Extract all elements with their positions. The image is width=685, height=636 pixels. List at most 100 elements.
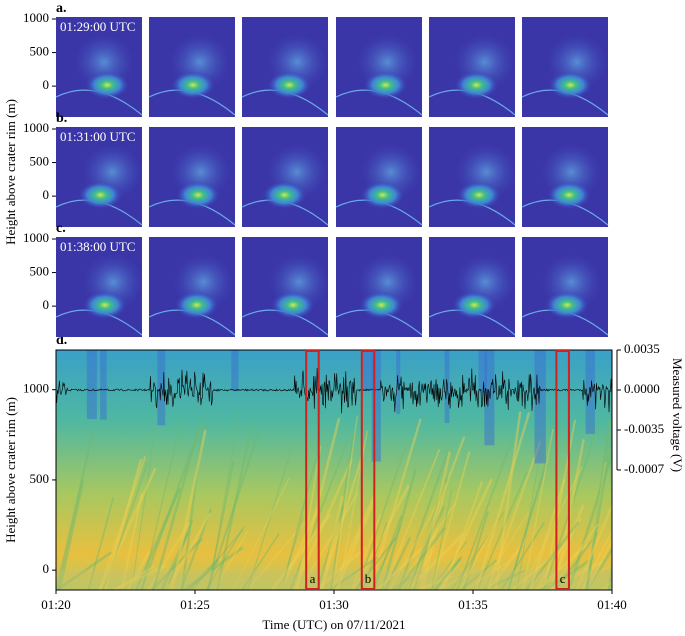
- blue-band: [362, 350, 375, 391]
- y-tick-label: 0: [43, 187, 50, 202]
- plume: [78, 181, 123, 209]
- streak: [152, 429, 200, 590]
- streak: [208, 411, 240, 590]
- box-label: a: [310, 571, 316, 586]
- spectrogram: [56, 350, 612, 590]
- streak: [608, 571, 612, 590]
- streak: [534, 517, 583, 590]
- streak: [575, 502, 612, 590]
- streak: [315, 546, 367, 590]
- y-tick-label: 500: [30, 471, 50, 486]
- thermal-image: [148, 237, 236, 337]
- panel-label: d.: [56, 333, 67, 348]
- y2-tick-label: -0.0007: [624, 461, 665, 476]
- streak: [206, 433, 259, 590]
- streak: [456, 436, 514, 590]
- blue-band: [534, 350, 546, 464]
- blue-band: [444, 350, 450, 423]
- x-tick-label: 01:40: [597, 597, 627, 612]
- x-tick-label: 01:20: [41, 597, 71, 612]
- streak: [334, 501, 375, 590]
- plume: [271, 291, 316, 319]
- streak: [58, 479, 85, 590]
- streak: [113, 564, 167, 590]
- thermal-image: [148, 127, 236, 227]
- thermal-image: [428, 127, 517, 227]
- y-tick-label: 500: [30, 44, 50, 59]
- blue-band: [86, 350, 97, 420]
- streak: [280, 457, 317, 590]
- y-axis-label: Height above crater rim (m): [3, 99, 18, 245]
- streak: [151, 537, 204, 590]
- timestamp: 01:29:00 UTC: [60, 19, 135, 34]
- y-tick-label: 500: [30, 264, 50, 279]
- streak: [486, 441, 542, 590]
- streak: [389, 507, 436, 590]
- streak: [56, 551, 113, 590]
- y-tick-label: 0: [43, 561, 50, 576]
- streak: [279, 510, 319, 590]
- blue-band: [157, 350, 166, 426]
- streak: [332, 415, 359, 590]
- streak: [430, 451, 471, 590]
- plume: [171, 71, 216, 99]
- blue-band: [484, 350, 495, 446]
- streak: [331, 493, 377, 590]
- streak: [511, 547, 563, 590]
- streak: [580, 529, 612, 590]
- thermal-image: [335, 237, 423, 337]
- streak: [494, 411, 522, 590]
- streak: [392, 570, 421, 590]
- plume: [457, 181, 502, 209]
- time-box: [360, 350, 376, 590]
- blue-band: [371, 350, 381, 462]
- streak: [329, 556, 378, 590]
- streak: [352, 484, 411, 590]
- streak: [298, 492, 359, 590]
- streak: [507, 445, 552, 590]
- streak: [140, 422, 203, 590]
- streak: [376, 547, 424, 590]
- time-box: [305, 350, 320, 590]
- thermal-image: [241, 17, 329, 117]
- blue-band: [100, 350, 107, 420]
- streak: [487, 538, 527, 590]
- streak: [600, 580, 612, 590]
- streak: [160, 531, 190, 590]
- streak: [459, 519, 499, 590]
- streak: [451, 512, 505, 590]
- plume: [85, 71, 130, 99]
- thermal-image: [148, 17, 236, 117]
- streak: [528, 478, 566, 590]
- streak: [564, 564, 612, 590]
- streak: [397, 448, 450, 590]
- streak: [433, 556, 463, 590]
- streak: [316, 504, 344, 590]
- time-box: [555, 350, 570, 590]
- streak: [584, 422, 612, 590]
- streak: [507, 463, 548, 590]
- streak: [421, 482, 448, 590]
- y2-axis-label: Measured voltage (V): [670, 358, 685, 472]
- streak: [207, 461, 235, 590]
- streak: [522, 428, 554, 590]
- streak: [247, 443, 294, 590]
- thermal-image: [241, 127, 329, 227]
- panel-label: a.: [56, 1, 67, 16]
- plume: [359, 291, 404, 319]
- streak: [56, 432, 94, 590]
- streak: [113, 565, 155, 590]
- blue-band: [231, 350, 239, 391]
- streak: [350, 514, 382, 590]
- streak: [585, 537, 612, 590]
- box-label: c: [560, 571, 566, 586]
- thermal-image: [335, 127, 423, 227]
- streak: [603, 586, 612, 590]
- streak: [554, 532, 599, 590]
- streak: [356, 444, 407, 590]
- streak: [460, 559, 498, 590]
- streak: [214, 530, 249, 590]
- plume: [544, 291, 589, 319]
- thermal-image: [428, 237, 516, 337]
- streak: [293, 459, 353, 590]
